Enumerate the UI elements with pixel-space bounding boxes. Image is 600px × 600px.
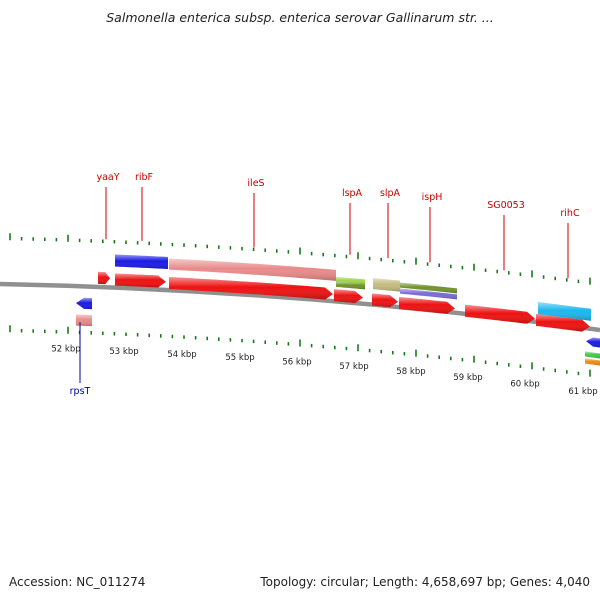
kbp-ticks bbox=[9, 233, 591, 377]
gene-label-rihC: rihC bbox=[560, 208, 580, 219]
block-lspA-olive-shade bbox=[336, 281, 365, 290]
gene-arrow-rpsT-shade bbox=[76, 297, 92, 310]
kbp-label: 54 kbp bbox=[167, 350, 196, 360]
gene-label-rpsT: rpsT bbox=[70, 386, 91, 397]
kbp-label: 53 kbp bbox=[109, 347, 138, 357]
kbp-label: 57 kbp bbox=[339, 362, 368, 372]
gene-arrow-edge-shade bbox=[586, 337, 600, 348]
accession-text: Accession: NC_011274 bbox=[9, 575, 146, 589]
block-edge-orange-shade bbox=[585, 358, 600, 366]
kbp-label: 52 kbp bbox=[51, 345, 80, 355]
gene-arrow-rihC-shade bbox=[536, 313, 590, 332]
block-lspA-lime-shade bbox=[336, 276, 365, 285]
block-ispH-purple-shade bbox=[400, 288, 457, 300]
gene-label-SG0053: SG0053 bbox=[487, 200, 525, 211]
gene-label-ispH: ispH bbox=[422, 192, 443, 203]
gene-arrow-ispH-shade bbox=[399, 297, 455, 314]
block-rpsT-shade bbox=[76, 314, 92, 327]
gene-label-lspA: lspA bbox=[342, 188, 363, 199]
block-ispH-olive-shade bbox=[400, 282, 457, 294]
genome-summary-text: Topology: circular; Length: 4,658,697 bp… bbox=[260, 575, 590, 589]
block-edge-green-shade bbox=[585, 351, 600, 359]
kbp-label: 55 kbp bbox=[225, 353, 254, 363]
block-rihC-shade bbox=[538, 302, 591, 321]
kbp-label: 59 kbp bbox=[453, 373, 482, 383]
block-slpA-shade bbox=[373, 278, 400, 292]
gene-arrow-SG0053-shade bbox=[465, 304, 535, 324]
gene-arrow-ileS-shade bbox=[169, 277, 333, 300]
labels: 52 kbp 53 kbp 54 kbp 55 kbp 56 kbp 57 kbp 58 k… bbox=[51, 172, 597, 397]
gene-label-ileS: ileS bbox=[247, 178, 264, 189]
gene-label-ribF: ribF bbox=[135, 172, 153, 183]
gene-arrow-ribF-shade bbox=[115, 273, 166, 288]
kbp-label: 56 kbp bbox=[282, 357, 311, 367]
gene-label-slpA: slpA bbox=[380, 188, 401, 199]
gene-label-yaaY: yaaY bbox=[96, 172, 119, 183]
kbp-label: 60 kbp bbox=[510, 380, 539, 390]
gene-arrow-lspA-shade bbox=[334, 289, 363, 304]
block-ileS-shade bbox=[169, 258, 336, 281]
block-ribF-shade bbox=[115, 254, 168, 270]
gene-features bbox=[76, 254, 600, 366]
kbp-label: 61 kbp bbox=[568, 387, 597, 397]
genome-title: Salmonella enterica subsp. enterica sero… bbox=[106, 10, 494, 25]
gene-arrow-slpA-shade bbox=[372, 293, 398, 308]
kbp-label: 58 kbp bbox=[396, 367, 425, 377]
gene-arrow-yaaY-shade bbox=[98, 271, 110, 285]
